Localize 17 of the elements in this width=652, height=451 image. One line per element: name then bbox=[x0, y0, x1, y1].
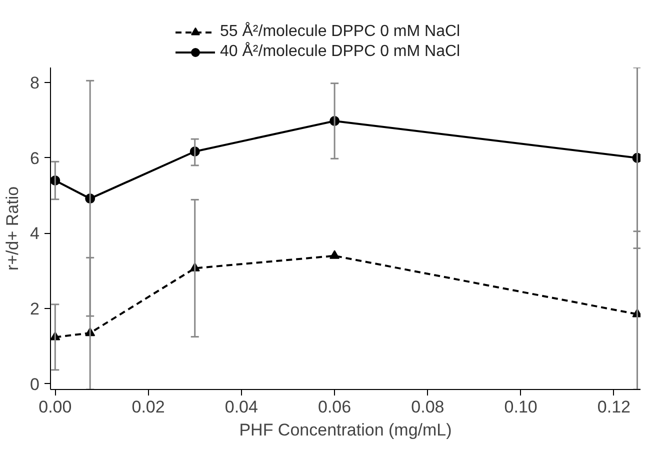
y-tick-label: 6 bbox=[30, 148, 40, 168]
x-tick-label: 0.00 bbox=[38, 398, 72, 416]
x-tick-label: 0.02 bbox=[132, 398, 165, 416]
y-tick-label: 4 bbox=[30, 224, 40, 244]
y-tick-label: 8 bbox=[30, 74, 40, 93]
legend-label: 55 Å²/molecule DPPC 0 mM NaCl bbox=[220, 23, 460, 41]
x-tick-label: 0.06 bbox=[318, 398, 352, 416]
point bbox=[330, 250, 340, 259]
x-axis-title: PHF Concentration (mg/mL) bbox=[239, 420, 452, 440]
legend-label: 40 Å²/molecule DPPC 0 mM NaCl bbox=[220, 43, 460, 61]
x-tick-label: 0.12 bbox=[597, 398, 631, 416]
x-tick-label: 0.04 bbox=[224, 398, 258, 416]
x-tick-label: 0.10 bbox=[504, 398, 538, 416]
y-tick-label: 0 bbox=[30, 374, 40, 394]
x-tick-label: 0.08 bbox=[411, 398, 444, 416]
y-tick-label: 2 bbox=[30, 300, 40, 319]
y-axis-title: r+/d+ Ratio bbox=[3, 186, 22, 271]
